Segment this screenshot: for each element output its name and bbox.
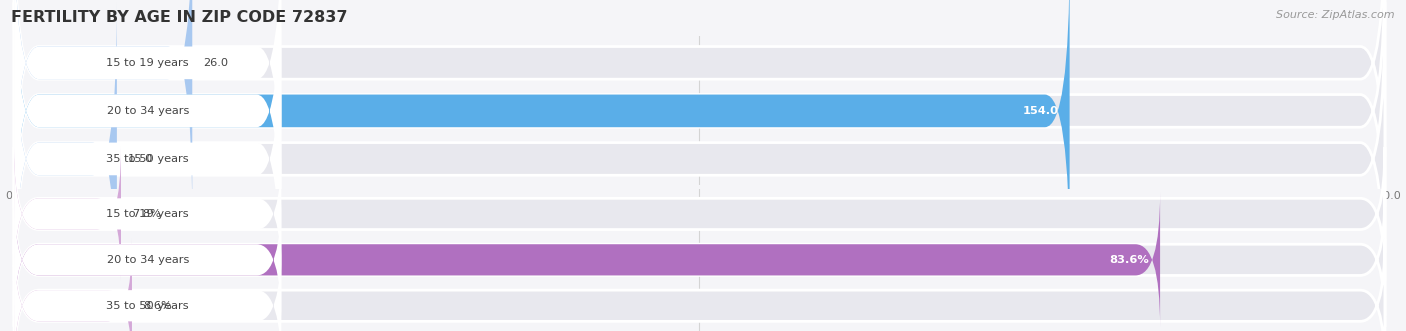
FancyBboxPatch shape (14, 2, 1385, 315)
Text: 15.0: 15.0 (128, 154, 153, 164)
Text: 83.6%: 83.6% (1109, 255, 1149, 265)
FancyBboxPatch shape (14, 193, 1160, 327)
FancyBboxPatch shape (14, 147, 281, 281)
FancyBboxPatch shape (14, 0, 1070, 267)
Text: 20 to 34 years: 20 to 34 years (107, 106, 188, 116)
Text: 154.0: 154.0 (1022, 106, 1059, 116)
FancyBboxPatch shape (14, 0, 193, 219)
FancyBboxPatch shape (14, 193, 1385, 327)
Text: 35 to 50 years: 35 to 50 years (107, 301, 188, 311)
FancyBboxPatch shape (14, 0, 1385, 219)
Text: 35 to 50 years: 35 to 50 years (107, 154, 188, 164)
FancyBboxPatch shape (14, 239, 281, 331)
FancyBboxPatch shape (14, 147, 1385, 281)
FancyBboxPatch shape (14, 239, 132, 331)
FancyBboxPatch shape (14, 2, 117, 315)
Text: 7.8%: 7.8% (132, 209, 160, 219)
FancyBboxPatch shape (14, 239, 1385, 331)
FancyBboxPatch shape (14, 0, 281, 219)
Text: 20 to 34 years: 20 to 34 years (107, 255, 188, 265)
Text: 15 to 19 years: 15 to 19 years (107, 58, 188, 68)
Text: 15 to 19 years: 15 to 19 years (107, 209, 188, 219)
Text: 26.0: 26.0 (204, 58, 228, 68)
FancyBboxPatch shape (14, 193, 281, 327)
Text: Source: ZipAtlas.com: Source: ZipAtlas.com (1277, 10, 1395, 20)
FancyBboxPatch shape (14, 2, 281, 315)
FancyBboxPatch shape (14, 0, 281, 267)
FancyBboxPatch shape (14, 0, 1385, 267)
Text: FERTILITY BY AGE IN ZIP CODE 72837: FERTILITY BY AGE IN ZIP CODE 72837 (11, 10, 347, 25)
Text: 8.6%: 8.6% (143, 301, 172, 311)
FancyBboxPatch shape (14, 147, 121, 281)
